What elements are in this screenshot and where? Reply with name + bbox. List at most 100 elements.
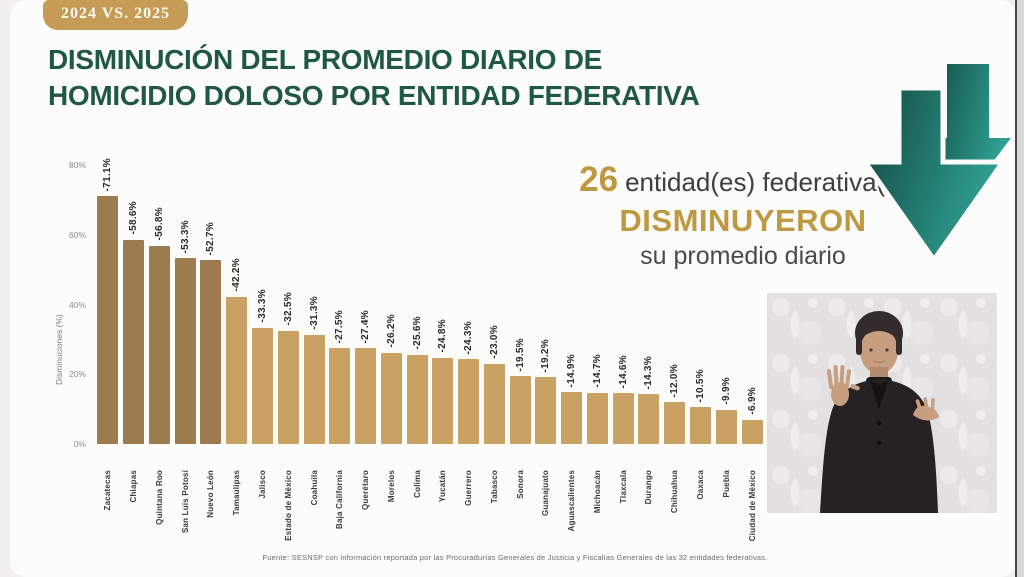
- bar: [123, 239, 145, 444]
- x-axis-label: Aguascalientes: [567, 470, 577, 532]
- bar-value-label: -33.3%: [256, 289, 268, 323]
- callout-tail: su promedio diario: [640, 242, 846, 270]
- bar: [355, 348, 377, 444]
- bar: [715, 409, 737, 444]
- bar-value-label: -26.2%: [385, 314, 397, 348]
- bar: [509, 376, 531, 444]
- x-axis-label: Puebla: [721, 470, 731, 498]
- bar: [97, 196, 119, 444]
- bar-column: -33.3%: [250, 289, 276, 444]
- bar-value-label: -56.8%: [153, 207, 165, 241]
- bar: [689, 407, 711, 444]
- x-axis-label: Nuevo León: [206, 470, 216, 518]
- callout-line-1: 26 entidad(es) federativa(s): [558, 160, 928, 200]
- bar: [483, 363, 505, 444]
- bar-value-label: -27.5%: [334, 309, 346, 344]
- x-axis-label: Colima: [412, 470, 422, 498]
- x-axis-label: Tamaulipas: [232, 470, 242, 516]
- x-axis-label: San Luis Potosí: [180, 470, 190, 534]
- bar: [303, 334, 325, 444]
- page-title-line2: HOMICIDIO DOLOSO POR ENTIDAD FEDERATIVA: [48, 80, 700, 111]
- x-axis-label: Tabasco: [489, 470, 499, 504]
- slide-card: 2024 VS. 2025 DISMINUCIÓN DEL PROMEDIO D…: [10, 0, 1016, 577]
- x-axis-label: Guanajuato: [541, 470, 551, 517]
- bar-value-label: -14.3%: [643, 355, 655, 390]
- x-axis-label: Querétaro: [361, 470, 371, 511]
- interpreter-raised-hand: [826, 365, 860, 406]
- frame-edge-strip: [1017, 0, 1024, 577]
- bar-column: -27.4%: [353, 310, 379, 444]
- bar: [380, 352, 402, 444]
- bar-value-label: -10.5%: [694, 368, 706, 403]
- bar-column: -12.0%: [662, 364, 688, 444]
- bar: [586, 392, 608, 444]
- bar-column: -25.6%: [404, 316, 430, 444]
- bar: [664, 402, 686, 444]
- bar-column: -26.2%: [378, 314, 404, 444]
- x-axis-label: Ciudad de México: [747, 470, 757, 542]
- y-tick-label: 20%: [68, 369, 86, 380]
- bar-value-label: -14.9%: [566, 353, 578, 388]
- bar-value-label: -6.9%: [746, 387, 758, 415]
- bar-value-label: -71.1%: [102, 157, 114, 192]
- x-axis-label: Durango: [644, 470, 654, 505]
- bar-column: -52.7%: [198, 222, 224, 444]
- y-axis-ticks: 80% 60% 40% 20% 0%: [50, 150, 86, 460]
- y-tick-label: 0%: [73, 439, 86, 449]
- bars-row: -71.1% -58.6% -56.8% -53.3% -52.7% -42.2% -33.…: [95, 157, 765, 444]
- down-arrow-front-icon: [863, 85, 1008, 264]
- bar: [148, 245, 170, 444]
- summary-callout: 26 entidad(es) federativa(s) DISMINUYERON…: [558, 160, 928, 271]
- bar-value-label: -19.2%: [540, 338, 552, 373]
- x-axis-label: Tlaxcala: [618, 470, 628, 504]
- x-axis-label: Yucatán: [438, 470, 448, 503]
- bar-column: -31.3%: [301, 296, 327, 444]
- bar-column: -32.5%: [275, 292, 301, 444]
- bar-value-label: -42.2%: [231, 258, 243, 292]
- x-axis-label: Chihuahua: [670, 470, 680, 514]
- frame-edge-line: [1015, 0, 1017, 577]
- x-axis-label: Zacatecas: [103, 470, 113, 511]
- bar-column: -14.9%: [559, 353, 585, 444]
- x-axis-label: Guerrero: [464, 470, 474, 506]
- x-axis-label: Morelos: [386, 470, 396, 503]
- x-axis-labels-row: Zacatecas Chiapas Quintana Roo San Luis Pot…: [95, 470, 765, 541]
- bar: [329, 348, 351, 444]
- bar-value-label: -24.3%: [463, 320, 475, 355]
- bar: [741, 419, 763, 444]
- bar-value-label: -52.7%: [205, 221, 217, 256]
- bar: [277, 330, 299, 444]
- bar-column: -56.8%: [147, 207, 173, 444]
- bar: [612, 393, 634, 444]
- bar-value-label: -32.5%: [282, 292, 294, 326]
- y-tick-label: 60%: [68, 229, 86, 240]
- bar-column: -9.9%: [713, 377, 739, 444]
- y-tick-label: 80%: [68, 160, 86, 170]
- callout-emphasis: DISMINUYERON: [619, 203, 867, 238]
- bar-value-label: -25.6%: [411, 316, 423, 350]
- bar: [458, 359, 480, 444]
- bar-column: -24.3%: [456, 321, 482, 444]
- callout-count-suffix: entidad(es) federativa(s): [625, 167, 907, 197]
- bar-column: -53.3%: [172, 220, 198, 444]
- interpreter-person: [820, 311, 939, 513]
- bar-chart: Disminuciones (%) 80% 60% 40% 20% 0% -71.1% -…: [50, 150, 780, 570]
- bar-value-label: -14.6%: [617, 354, 629, 389]
- bar-column: -58.6%: [121, 201, 147, 444]
- x-axis-label: Estado de México: [283, 470, 293, 541]
- x-axis-label: Oaxaca: [695, 470, 705, 500]
- bar-column: -27.5%: [327, 310, 353, 444]
- bar-column: -10.5%: [688, 369, 714, 444]
- bar-value-label: -12.0%: [669, 363, 681, 398]
- bar: [432, 357, 454, 444]
- bar-column: -14.6%: [610, 355, 636, 444]
- bar-column: -14.7%: [585, 354, 611, 444]
- bar: [251, 327, 273, 444]
- bar: [638, 394, 660, 444]
- callout-count: 26: [579, 160, 619, 199]
- bar-value-label: -24.8%: [437, 319, 449, 353]
- bar: [174, 258, 196, 444]
- x-axis-label: Coahuila: [309, 470, 319, 506]
- bar-value-label: -31.3%: [308, 296, 320, 330]
